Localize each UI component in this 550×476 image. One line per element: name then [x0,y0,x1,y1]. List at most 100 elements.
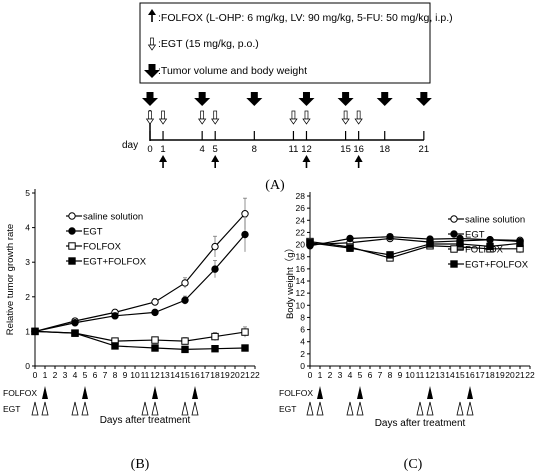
y-axis-label: Relative tumor growth rate [5,224,16,335]
legend-entry: FOLFOX [83,242,122,253]
arrow-head [341,118,350,125]
x-tick-label: 14 [445,370,455,380]
y-tick-label: 4 [25,223,30,233]
x-tick-label: 7 [103,370,108,380]
arrow-stem [161,110,165,120]
schedule-day-number: 11 [289,144,299,155]
marker-filled-square [386,251,394,259]
y-tick-label: 26 [296,203,306,213]
row-label-folfox: FOLFOX [279,388,313,398]
schedule-day-number: 8 [252,144,257,155]
schedule-day-number: 15 [340,144,351,155]
arrow-head [302,118,311,125]
x-tick-label: 0 [308,370,313,380]
y-tick-label: 2 [25,292,30,302]
arrow-stem [198,92,206,98]
marker-filled-circle [71,319,79,327]
x-tick-label: 10 [405,370,415,380]
panel-label-c: (C) [404,457,423,472]
marker-open-circle [68,212,76,220]
legend-entry: saline solution [465,215,525,226]
marker-filled-square [31,327,39,336]
arrow-stem [148,110,152,120]
egt-dose-arrow-icon [341,110,350,125]
marker-open-square [68,242,76,250]
marker-filled-circle [241,230,249,239]
x-tick-label: 21 [240,370,250,380]
egt-dose-marker [191,401,199,416]
x-tick-label: 1 [318,370,323,380]
x-tick-label: 20 [230,370,240,380]
x-tick-label: 18 [210,370,220,380]
y-tick-label: 1 [25,326,30,336]
marker-filled-square [181,345,189,354]
series-egt [31,216,249,336]
marker-open-square [181,337,189,345]
schedule-day-number: 21 [419,144,430,155]
marker-filled-square [71,329,79,337]
y-axis-label: Body weight（g） [284,243,296,319]
marker-filled-square [516,239,524,248]
marker-filled-circle [211,265,219,273]
y-tick-label: 0 [300,361,305,371]
arrow-head [354,118,363,125]
x-axis-label: Days after treatment [100,415,191,426]
marker-filled-circle [386,232,394,241]
x-tick-label: 8 [113,370,118,380]
schedule-day-number: 16 [353,144,364,155]
egt-dose-marker [346,401,354,416]
x-tick-label: 19 [495,370,505,380]
arrow-head [211,155,220,162]
marker-open-circle [450,215,458,223]
egt-dose-arrow-icon [289,110,298,125]
arrow-stem [302,92,310,98]
marker-filled-square [68,257,76,265]
folfox-dose-marker [192,386,198,399]
tumor-measure-arrow-icon [246,92,263,106]
egt-dose-arrow-icon [197,110,207,125]
y-tick-label: 12 [296,288,306,298]
panel-label-b: (B) [131,457,150,472]
arrow-head [197,118,207,125]
arrow-stem [420,92,428,98]
tumor-arrow-icon [144,64,160,78]
x-tick-label: 11 [416,370,425,380]
legend: saline solution EGT FOLFOX EGT+FOLFOX [448,215,529,271]
schedule-day-number: 5 [213,144,218,155]
legend-entry: EGT+FOLFOX [465,260,529,271]
x-tick-label: 0 [33,370,38,380]
treatment-schedule: day 0 1 4 5 8 11 12 15 16 18 21 [122,92,432,168]
arrow-head [415,98,432,106]
arrow-head [211,118,220,125]
x-tick-label: 2 [53,370,58,380]
egt-dose-arrow-icon [145,110,155,125]
marker-filled-circle [151,308,159,317]
x-tick-label: 16 [190,370,200,380]
x-tick-label: 9 [398,370,403,380]
x-tick-label: 2 [328,370,333,380]
x-tick-label: 7 [378,370,383,380]
marker-filled-square [211,345,219,353]
egt-dose-marker [456,401,464,416]
arrow-stem [291,110,296,120]
legend: saline solution EGT FOLFOX EGT+FOLFOX [66,212,147,268]
legend-entry: EGT+FOLFOX [83,257,147,268]
x-tick-label: 5 [83,370,88,380]
folfox-dose-marker [467,386,473,399]
row-label-folfox: FOLFOX [3,388,37,398]
egt-dose-marker [416,401,424,416]
arrow-stem [342,92,350,98]
series-egt-folfox [31,327,249,354]
folfox-dose-marker [357,386,363,399]
folfox-dose-arrow-icon [302,155,311,168]
arrow-stem [381,92,389,98]
x-tick-label: 13 [160,370,170,380]
marker-filled-circle [68,227,76,235]
folfox-dose-marker [82,386,88,399]
x-tick-label: 20 [505,370,515,380]
arrow-stem [250,92,258,98]
x-tick-label: 6 [93,370,98,380]
row-label-egt: EGT [3,404,20,414]
x-tick-label: 1 [43,370,48,380]
